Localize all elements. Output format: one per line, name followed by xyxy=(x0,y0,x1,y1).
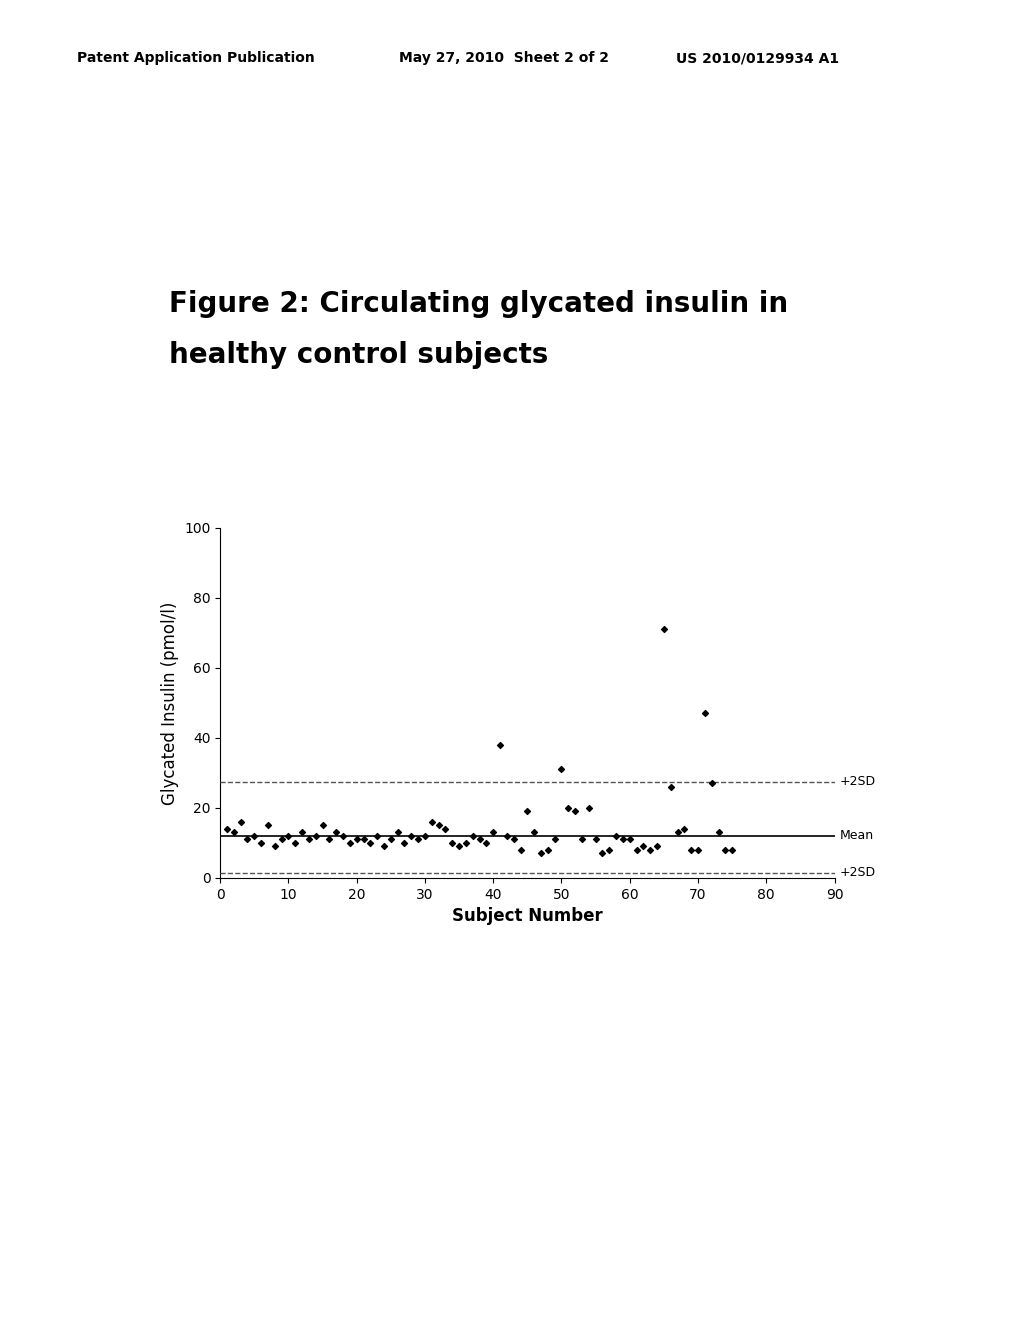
Point xyxy=(485,822,502,843)
Point xyxy=(526,822,543,843)
Point xyxy=(717,840,733,861)
Point xyxy=(649,836,666,857)
Point xyxy=(451,836,467,857)
Point xyxy=(369,825,385,846)
Point xyxy=(608,825,625,846)
Point xyxy=(690,840,707,861)
Point xyxy=(642,840,658,861)
Point xyxy=(573,829,590,850)
Point xyxy=(703,772,720,793)
Y-axis label: Glycated Insulin (pmol/l): Glycated Insulin (pmol/l) xyxy=(161,601,178,805)
Text: May 27, 2010  Sheet 2 of 2: May 27, 2010 Sheet 2 of 2 xyxy=(399,51,609,65)
Point xyxy=(403,825,420,846)
Point xyxy=(240,829,256,850)
Point xyxy=(430,814,446,836)
Point xyxy=(253,832,269,853)
Text: US 2010/0129934 A1: US 2010/0129934 A1 xyxy=(676,51,839,65)
Point xyxy=(314,814,331,836)
Point xyxy=(396,832,413,853)
Point xyxy=(594,842,610,863)
Point xyxy=(581,797,597,818)
Point xyxy=(711,822,727,843)
Point xyxy=(663,776,679,797)
Point xyxy=(560,797,577,818)
Point xyxy=(683,840,699,861)
Point xyxy=(410,829,426,850)
Point xyxy=(281,825,297,846)
Point xyxy=(676,818,692,840)
Point xyxy=(335,825,351,846)
Text: +2SD: +2SD xyxy=(840,866,877,879)
Point xyxy=(348,829,365,850)
Point xyxy=(540,840,556,861)
Text: Patent Application Publication: Patent Application Publication xyxy=(77,51,314,65)
Point xyxy=(465,825,481,846)
Point xyxy=(437,818,454,840)
Point xyxy=(471,829,487,850)
Point xyxy=(225,822,242,843)
Point xyxy=(492,734,508,755)
Point xyxy=(307,825,324,846)
Point xyxy=(362,832,379,853)
Point xyxy=(478,832,495,853)
Point xyxy=(553,759,569,780)
Point xyxy=(635,836,651,857)
Point xyxy=(246,825,262,846)
Point xyxy=(376,836,392,857)
Point xyxy=(424,812,440,833)
Point xyxy=(328,822,344,843)
Point xyxy=(567,801,584,822)
Point xyxy=(301,829,317,850)
Point xyxy=(499,825,515,846)
Point xyxy=(696,702,713,723)
Point xyxy=(670,822,686,843)
Point xyxy=(724,840,740,861)
Text: Figure 2: Circulating glycated insulin in: Figure 2: Circulating glycated insulin i… xyxy=(169,290,788,318)
Point xyxy=(444,832,461,853)
Text: Mean: Mean xyxy=(840,829,874,842)
Point xyxy=(260,814,276,836)
Point xyxy=(383,829,399,850)
Point xyxy=(512,840,528,861)
Point xyxy=(232,812,249,833)
Point xyxy=(532,842,549,863)
Point xyxy=(458,832,474,853)
Point xyxy=(322,829,338,850)
Text: +2SD: +2SD xyxy=(840,775,877,788)
Point xyxy=(519,801,536,822)
Point xyxy=(273,829,290,850)
Text: healthy control subjects: healthy control subjects xyxy=(169,341,548,368)
Point xyxy=(622,829,638,850)
Point xyxy=(614,829,631,850)
Point xyxy=(547,829,563,850)
Point xyxy=(588,829,604,850)
Point xyxy=(294,822,310,843)
Point xyxy=(655,619,672,640)
Point xyxy=(389,822,406,843)
Point xyxy=(287,832,303,853)
Point xyxy=(601,840,617,861)
Point xyxy=(219,818,236,840)
Point xyxy=(506,829,522,850)
Point xyxy=(629,840,645,861)
Point xyxy=(417,825,433,846)
Point xyxy=(342,832,358,853)
Point xyxy=(266,836,283,857)
X-axis label: Subject Number: Subject Number xyxy=(452,907,603,925)
Point xyxy=(355,829,372,850)
